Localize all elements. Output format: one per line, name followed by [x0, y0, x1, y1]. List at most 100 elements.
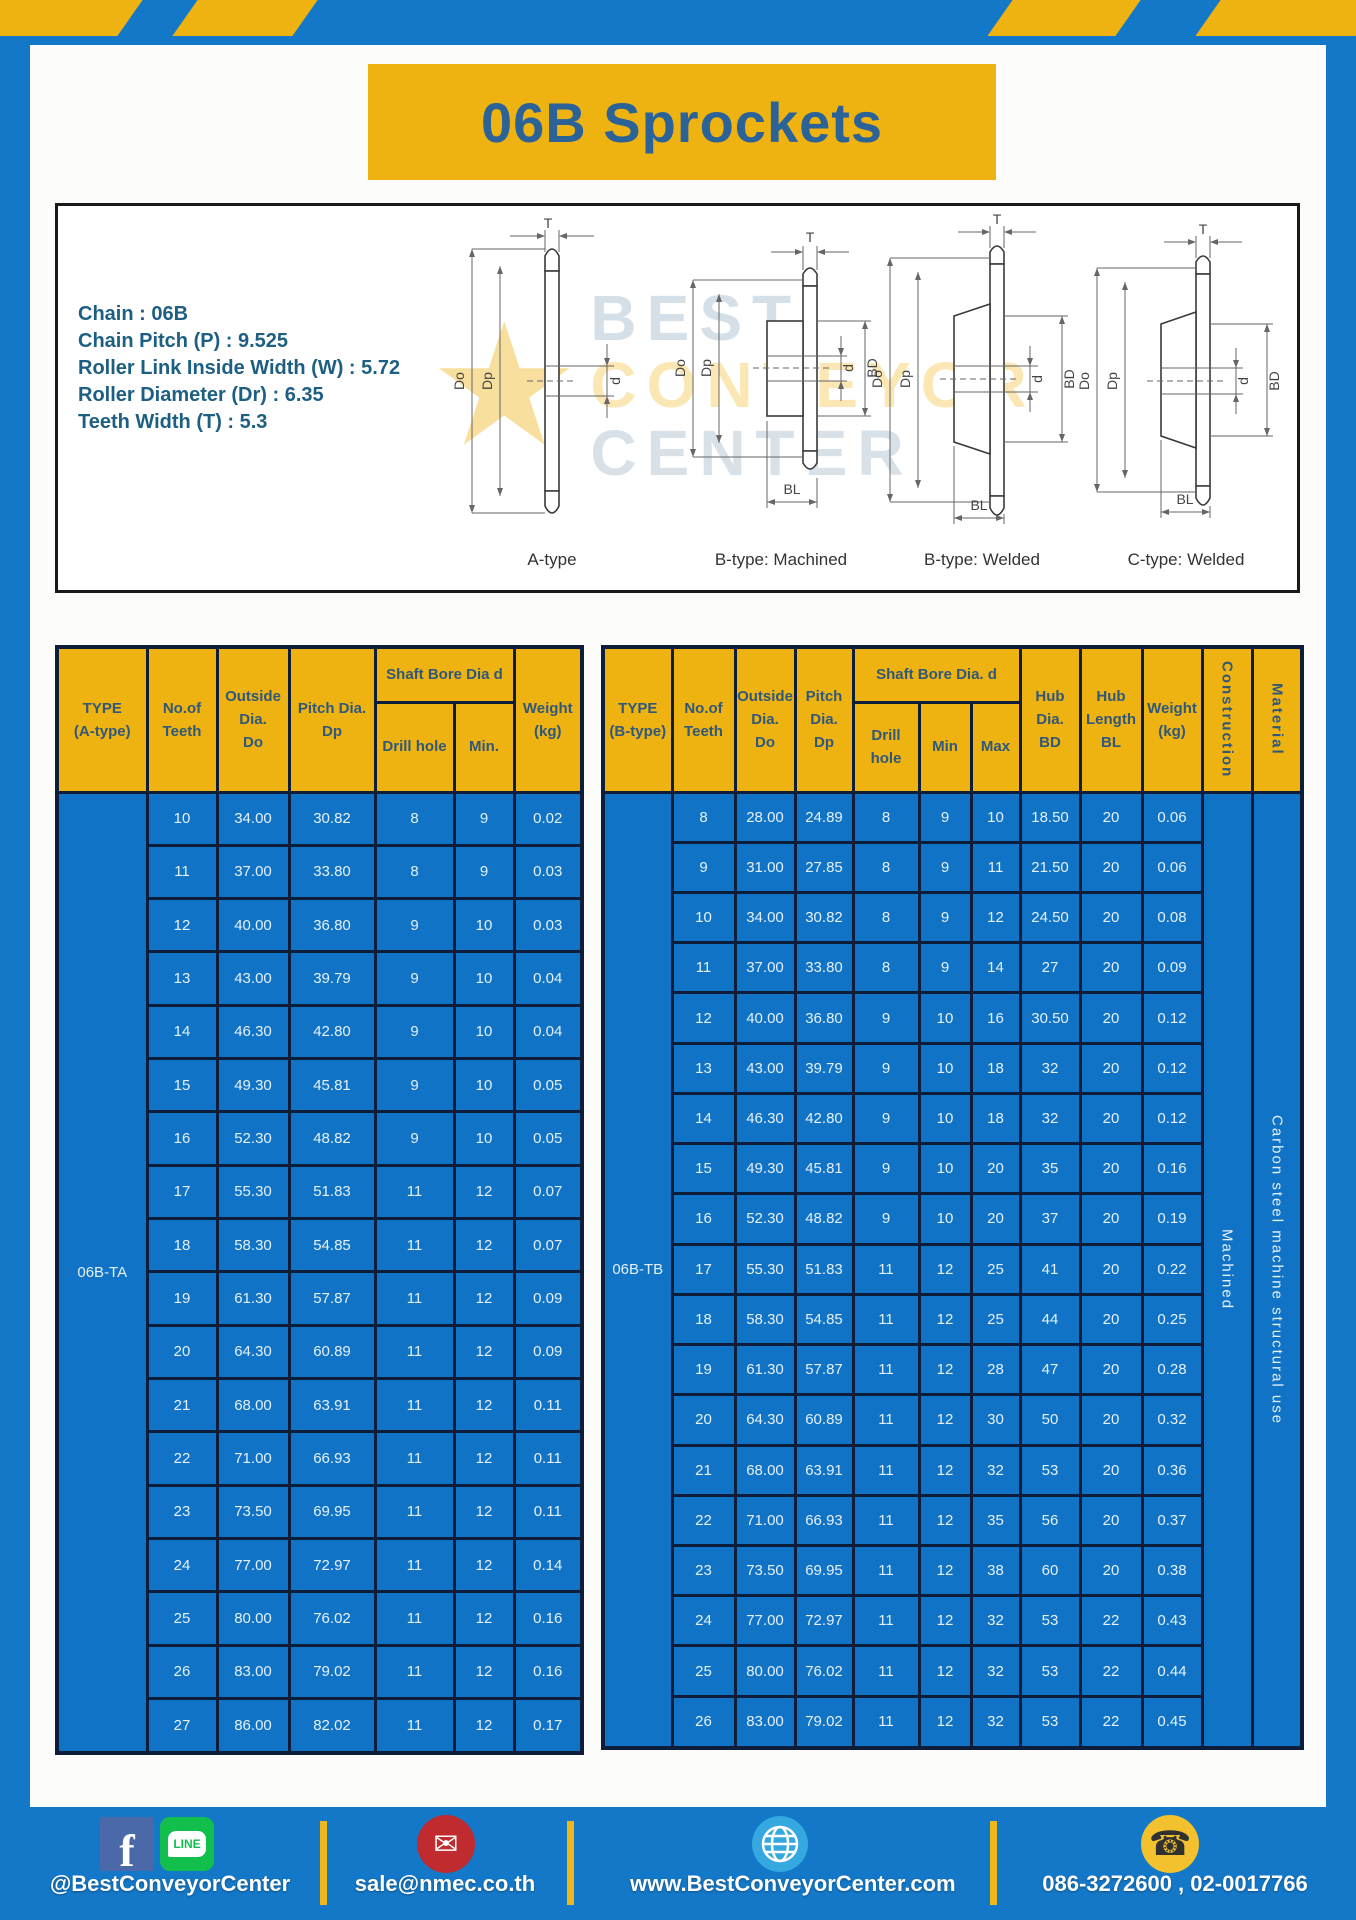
phone-icon[interactable]: ☎ [1141, 1815, 1199, 1873]
table-b-cell: 76.02 [793, 1644, 855, 1698]
table-a-cell: 12 [452, 1216, 516, 1274]
dim-label-bl: BL [783, 481, 800, 497]
table-a-cell: 12 [452, 1270, 516, 1327]
table-a-cell: 0.04 [512, 950, 584, 1007]
table-b-cell: 27.85 [793, 840, 855, 894]
table-a-cell: 11 [373, 1696, 456, 1755]
table-a-cell: 66.93 [287, 1430, 377, 1487]
table-b-cell: 21 [670, 1443, 737, 1497]
table-a-cell: 0.11 [512, 1430, 584, 1487]
table-a-cell: 11 [373, 1430, 456, 1487]
table-b-cell: 11 [851, 1694, 921, 1750]
line-icon[interactable]: LINE [160, 1817, 214, 1871]
table-b-cell: 72.97 [793, 1594, 855, 1648]
table-b-cell: 71.00 [733, 1493, 797, 1548]
table-a-cell: 11 [373, 1643, 456, 1700]
col-header-type: TYPE (B-type) [601, 645, 674, 794]
table-b-cell: 22 [1078, 1594, 1144, 1648]
table-a-cell: 0.04 [512, 1003, 584, 1061]
table-b-cell: 0.16 [1140, 1142, 1204, 1196]
phone-numbers[interactable]: 086-3272600 , 02-0017766 [1042, 1871, 1308, 1896]
table-a-cell: 19 [145, 1270, 219, 1327]
col-header-pitch-dia: Pitch Dia. Dp [793, 645, 855, 794]
table-a-cell: 0.16 [512, 1590, 584, 1647]
table-b-cell: 0.25 [1140, 1292, 1204, 1347]
table-b-cell: 0.44 [1140, 1644, 1204, 1698]
sprocket-drawing-b-welded: T Do Dp d BD BL [869, 211, 1092, 551]
table-a-cell: 11 [373, 1483, 456, 1540]
col-header-max: Max [969, 700, 1022, 794]
table-a-cell: 27 [145, 1696, 219, 1755]
table-b-cell: 12 [917, 1694, 973, 1750]
table-b-cell: 20 [1078, 1192, 1144, 1246]
table-b-cell: 0.36 [1140, 1443, 1204, 1497]
facebook-icon[interactable]: f [100, 1817, 154, 1871]
table-a-cell: 9 [373, 1003, 456, 1061]
email-icon[interactable]: ✉ [417, 1815, 475, 1873]
col-header-material: Material [1250, 645, 1304, 794]
table-b-cell: 9 [851, 1091, 921, 1146]
table-b-cell: 0.45 [1140, 1694, 1204, 1750]
globe-icon[interactable] [751, 1815, 809, 1878]
social-handle[interactable]: @BestConveyorCenter [49, 1871, 291, 1896]
table-b-cell: 51.83 [793, 1242, 855, 1296]
table-a-type: TYPE (A-type) No.of Teeth Outside Dia. D… [55, 645, 584, 1755]
col-header-drill-hole: Drill hole [373, 700, 456, 794]
table-a-cell: 34.00 [215, 790, 291, 847]
table-b-cell: 64.30 [733, 1393, 797, 1447]
table-a-cell: 0.05 [512, 1057, 584, 1114]
table-b-cell: 11 [969, 840, 1022, 894]
table-b-cell: 18.50 [1018, 790, 1082, 844]
dim-label-bd: BD [1266, 371, 1282, 390]
table-b-cell: 0.37 [1140, 1493, 1204, 1548]
table-b-cell: 18 [969, 1041, 1022, 1095]
table-a-cell: 12 [452, 1696, 516, 1755]
table-b-cell: 49.30 [733, 1142, 797, 1196]
table-a-cell: 11 [373, 1376, 456, 1434]
table-b-cell: 32 [969, 1644, 1022, 1698]
table-b-cell: 0.28 [1140, 1343, 1204, 1397]
table-a-row: 12 40.00 36.80 9 10 0.03 [57, 897, 584, 954]
table-b-cell: 60 [1018, 1544, 1082, 1598]
spec-line: Chain : 06B [78, 303, 189, 325]
dim-label-dp: Dp [1104, 372, 1120, 390]
col-header-shaft-bore: Shaft Bore Dia. d [851, 645, 1022, 704]
table-a-cell: 12 [452, 1376, 516, 1434]
table-a-cell: 11 [373, 1536, 456, 1594]
table-b-cell: 35 [1018, 1142, 1082, 1196]
col-header-shaft-bore: Shaft Bore Dia d [373, 645, 516, 704]
spec-line: Roller Link Inside Width (W) : 5.72 [78, 357, 401, 379]
table-b-cell: 8 [851, 941, 921, 995]
table-a-cell: 63.91 [287, 1376, 377, 1434]
table-a-cell: 40.00 [215, 897, 291, 954]
table-b-cell: 10 [917, 1192, 973, 1246]
table-b-row: 9 31.00 27.85 8 9 11 21.50 20 0.06 [603, 840, 1302, 894]
table-b-row: 20 64.30 60.89 11 12 30 50 20 0.32 [603, 1393, 1302, 1447]
email-address[interactable]: sale@nmec.co.th [354, 1871, 536, 1896]
table-b-cell: 53 [1018, 1644, 1082, 1698]
table-a-cell: 11 [373, 1216, 456, 1274]
table-a-cell: 10 [452, 1057, 516, 1114]
dim-label-d: d [840, 364, 856, 372]
table-b-cell: 10 [917, 1041, 973, 1095]
website-url[interactable]: www.BestConveyorCenter.com [630, 1871, 956, 1896]
table-b-cell: 53 [1018, 1694, 1082, 1750]
table-a-row: 20 64.30 60.89 11 12 0.09 [57, 1323, 584, 1380]
table-b-cell: 56 [1018, 1493, 1082, 1548]
table-a-cell: 71.00 [215, 1430, 291, 1487]
table-a-cell: 11 [373, 1163, 456, 1221]
table-a-cell: 0.03 [512, 843, 584, 901]
table-b-cell: 55.30 [733, 1242, 797, 1296]
table-b-cell: 17 [670, 1242, 737, 1296]
table-b-cell: 48.82 [793, 1192, 855, 1246]
table-b-cell: 38 [969, 1544, 1022, 1598]
table-a-cell: 15 [145, 1057, 219, 1114]
table-a-cell: 55.30 [215, 1163, 291, 1221]
table-b-cell: 20 [1078, 790, 1144, 844]
table-a-row: 16 52.30 48.82 9 10 0.05 [57, 1110, 584, 1167]
table-b-cell: 39.79 [793, 1041, 855, 1095]
table-b-cell: 27 [1018, 941, 1082, 995]
table-b-cell: 20 [1078, 1443, 1144, 1497]
table-a-cell: 61.30 [215, 1270, 291, 1327]
